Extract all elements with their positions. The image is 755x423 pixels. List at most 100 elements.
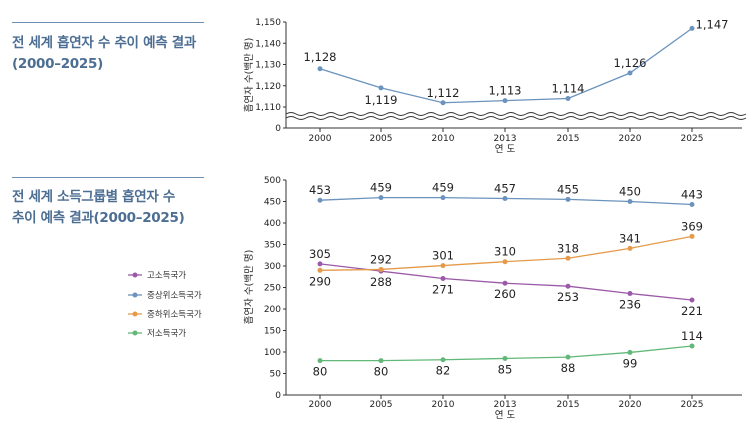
chart1-data-point [440, 100, 446, 106]
chart2-data-point-3 [689, 233, 695, 239]
chart2-data-point-4 [502, 355, 508, 361]
chart2-data-point-2 [502, 195, 508, 201]
chart2-data-point-2 [689, 202, 695, 208]
panel1-heading: 전 세계 흡연자 수 추이 예측 결과 (2000–2025) [12, 35, 196, 72]
chart2-data-point-3 [627, 245, 633, 251]
chart1-data-point [627, 70, 633, 76]
chart2-data-point-4 [627, 349, 633, 355]
legend-swatch-dot-2 [132, 292, 138, 298]
chart1-data-point [565, 96, 571, 101]
chart2-data-label-2: 450 [619, 185, 641, 199]
chart1-x-tick-label: 2005 [370, 134, 393, 144]
chart2-data-label-4: 82 [436, 364, 451, 378]
chart2-data-label-3: 310 [494, 245, 516, 259]
legend-swatch-dot-1 [132, 272, 138, 278]
chart2-data-point-2 [627, 199, 633, 204]
chart1-y-tick-label: 1,120 [255, 82, 281, 92]
chart2-y-tick-label: 400 [264, 219, 281, 229]
chart1-data-point [317, 66, 323, 72]
chart2-data-label-2: 459 [370, 181, 392, 195]
chart2-x-tick-label: 2020 [619, 400, 642, 410]
chart2-data-label-1: 253 [557, 290, 579, 304]
chart2-y-tick-label: 100 [264, 348, 281, 358]
chart2-data-point-1 [317, 261, 323, 267]
chart1-data-label: 1,147 [696, 17, 729, 31]
chart1-y-tick-label: 1,110 [255, 103, 281, 113]
chart1-y-tick-label: 1,130 [255, 61, 281, 71]
chart2-data-point-4 [378, 358, 384, 364]
chart1-axis-break [285, 116, 747, 120]
chart1-x-tick-label: 2013 [494, 134, 517, 144]
chart1-x-tick-label: 2020 [619, 134, 642, 144]
chart2-y-tick-label: 150 [264, 327, 281, 337]
chart2-data-label-4: 80 [374, 365, 389, 379]
legend-swatch-dot-3 [132, 311, 138, 317]
chart2-data-point-4 [317, 358, 323, 364]
chart2-data-point-3 [378, 266, 384, 272]
chart2-data-point-1 [502, 280, 508, 286]
chart2-data-point-3 [440, 263, 446, 269]
chart2-x-tick-label: 2015 [557, 400, 580, 410]
chart2-data-label-3: 341 [619, 231, 641, 245]
legend-swatch-dot-4 [132, 330, 138, 336]
chart2-data-point-3 [565, 255, 571, 261]
chart2-x-tick-label: 2025 [681, 400, 704, 410]
chart1-data-label: 1,128 [304, 50, 337, 64]
chart2-data-label-2: 457 [494, 181, 516, 195]
chart2-data-point-2 [378, 195, 384, 201]
chart2-y-tick-label: 0 [275, 391, 281, 401]
chart2-data-label-1: 260 [494, 287, 516, 301]
chart2-data-label-4: 99 [623, 356, 638, 370]
chart1-x-tick-label: 2000 [309, 134, 332, 144]
chart1-x-axis-title: 연 도 [495, 144, 516, 155]
chart2-data-label-4: 80 [313, 365, 328, 379]
chart1-x-tick-label: 2025 [681, 134, 704, 144]
panel2-heading: 전 세계 소득그룹별 흡연자 수 추이 예측 결과(2000–2025) [12, 189, 185, 226]
chart2-y-tick-label: 50 [270, 370, 282, 380]
chart2-data-point-1 [689, 297, 695, 303]
chart1-x-tick-label: 2010 [432, 134, 455, 144]
chart2-data-point-4 [440, 357, 446, 363]
legend-label-3: 중하위소득국가 [147, 309, 202, 320]
chart2-data-label-1: 271 [432, 282, 454, 296]
chart2-data-point-3 [502, 259, 508, 265]
chart2-data-point-2 [440, 195, 446, 201]
chart2-data-label-2: 459 [432, 181, 454, 195]
chart2-data-label-1: 221 [681, 304, 703, 318]
chart2-x-axis-title: 연 도 [495, 410, 516, 421]
panel2-heading-rule [12, 177, 204, 178]
chart1-data-point [689, 25, 695, 31]
chart1-data-label: 1,113 [489, 84, 522, 98]
chart1-y-tick-label: 1,140 [255, 39, 281, 49]
chart1-y-tick-label: 1,150 [255, 18, 281, 28]
chart2-data-label-3: 292 [370, 252, 392, 266]
chart2-data-point-4 [565, 354, 571, 360]
chart1-data-label: 1,114 [552, 82, 585, 96]
chart1-x-tick-label: 2015 [557, 134, 580, 144]
chart1-y-axis-title: 흡연자 수(백만 명) [243, 38, 255, 113]
chart2-data-point-3 [317, 267, 323, 273]
chart2-data-label-1: 305 [309, 247, 331, 261]
chart2-data-point-1 [440, 275, 446, 281]
legend-label-2: 중상위소득국가 [147, 290, 202, 301]
chart2-y-tick-label: 350 [264, 241, 281, 251]
chart2-y-axis-title: 흡연자 수(백만 명) [243, 250, 255, 325]
chart2-data-label-3: 301 [432, 249, 454, 263]
chart2-data-point-2 [565, 196, 571, 202]
chart2-data-label-3: 290 [309, 274, 331, 288]
chart2-data-label-1: 236 [619, 298, 641, 312]
chart2-data-label-3: 369 [681, 219, 703, 233]
chart1-data-point [378, 85, 384, 91]
chart2-x-tick-label: 2005 [370, 400, 393, 410]
panel1-heading-rule [12, 22, 204, 23]
chart2-data-label-2: 453 [309, 183, 331, 197]
chart2-data-label-4: 85 [498, 362, 513, 376]
chart1-data-label: 1,119 [365, 93, 398, 107]
chart1-data-label: 1,112 [427, 86, 460, 100]
chart2-y-tick-label: 450 [264, 198, 281, 208]
chart2-y-tick-label: 500 [264, 176, 281, 186]
chart2-x-tick-label: 2010 [432, 400, 455, 410]
chart1-axis-break [285, 112, 747, 116]
chart2-x-tick-label: 2000 [309, 400, 332, 410]
